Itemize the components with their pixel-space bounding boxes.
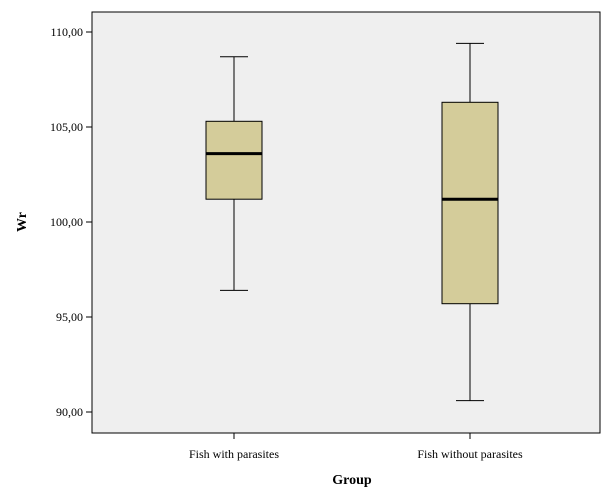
iqr-box: [205, 120, 263, 200]
y-tick-label: 110,00: [50, 25, 83, 39]
boxes: [205, 42, 499, 402]
box-2: [441, 42, 499, 402]
y-axis: 90,00 95,00 100,00 105,00 110,00: [50, 25, 92, 419]
y-tick-label: 105,00: [50, 120, 83, 134]
y-tick-label: 95,00: [56, 310, 83, 324]
x-tick-label: Fish with parasites: [189, 447, 279, 461]
x-axis-title: Group: [332, 473, 372, 488]
plot-area: [91, 11, 601, 434]
x-tick-label: Fish without parasites: [417, 447, 523, 461]
y-axis-title: Wr: [15, 212, 30, 232]
y-tick-label: 100,00: [50, 215, 83, 229]
x-axis: Fish with parasites Fish without parasite…: [189, 433, 523, 461]
box-1: [205, 56, 263, 291]
y-tick-label: 90,00: [56, 405, 83, 419]
iqr-box: [441, 101, 499, 305]
